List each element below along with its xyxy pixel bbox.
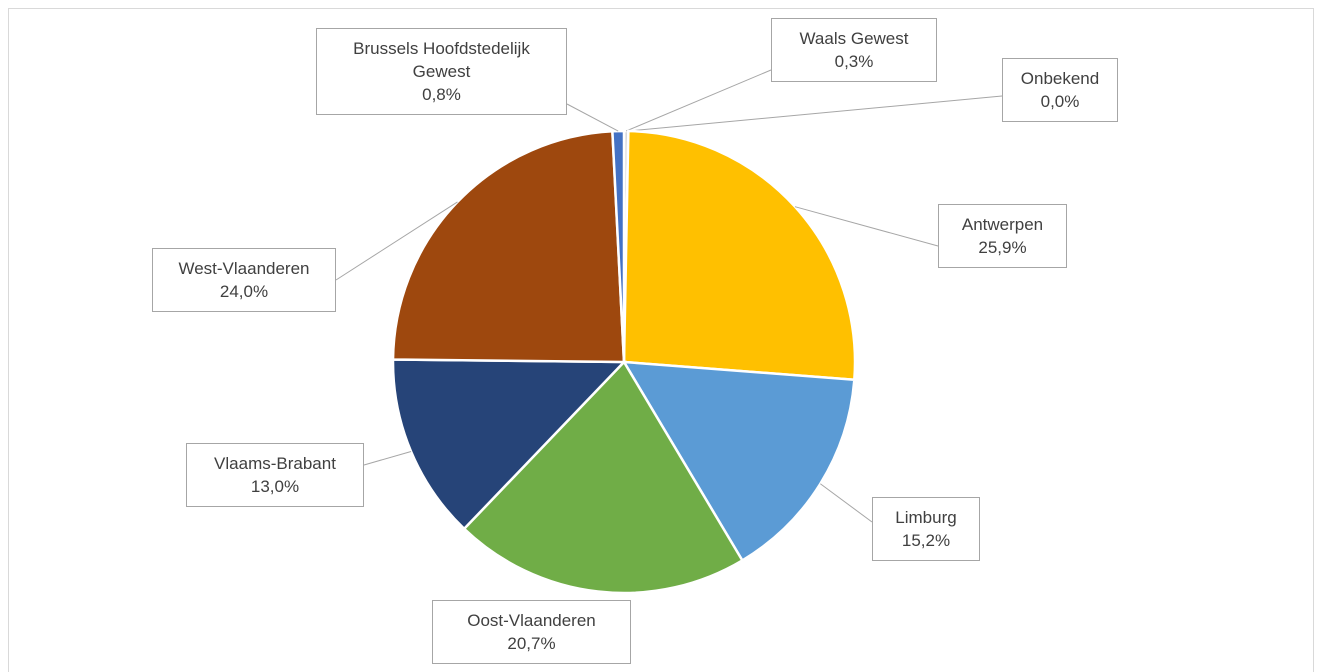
pie-slice — [621, 360, 856, 563]
pie-slice — [462, 359, 745, 595]
leader-line — [820, 483, 873, 523]
data-label: Onbekend 0,0% — [1002, 58, 1118, 122]
pie-slice — [391, 129, 626, 364]
data-label: Antwerpen 25,9% — [938, 204, 1067, 268]
pie-slice — [622, 129, 857, 382]
label-name: Vlaams-Brabant — [214, 454, 336, 473]
label-value: 0,8% — [422, 85, 461, 104]
chart-area — [8, 8, 1314, 672]
label-name: Antwerpen — [961, 215, 1044, 234]
label-name: Waals Gewest — [799, 29, 909, 48]
label-name: Onbekend — [1020, 69, 1100, 88]
leader-line — [363, 451, 412, 466]
leader-line — [794, 206, 939, 247]
data-label: Limburg 15,2% — [872, 497, 980, 561]
label-value: 0,3% — [834, 52, 874, 71]
data-label: West-Vlaanderen 24,0% — [152, 248, 336, 312]
label-value: 15,2% — [901, 531, 951, 550]
leader-line — [566, 103, 619, 132]
data-label: Waals Gewest 0,3% — [771, 18, 937, 82]
label-value: 25,9% — [978, 238, 1027, 257]
leader-line — [625, 69, 772, 132]
label-value: 13,0% — [250, 477, 300, 496]
data-label: Vlaams-Brabant 13,0% — [186, 443, 364, 507]
label-value: 0,0% — [1040, 92, 1080, 111]
leader-line — [628, 95, 1003, 132]
leader-line — [335, 201, 458, 281]
label-name: West-Vlaanderen — [178, 259, 310, 278]
label-value: 24,0% — [219, 282, 269, 301]
pie-slice — [391, 358, 627, 531]
label-name: Limburg — [895, 508, 957, 527]
label-name: Oost-Vlaanderen — [467, 611, 596, 630]
data-label: Oost-Vlaanderen 20,7% — [432, 600, 631, 664]
label-value: 20,7% — [507, 634, 556, 653]
label-name: Brussels Hoofdstedelijk Gewest — [353, 39, 530, 81]
data-label: Brussels Hoofdstedelijk Gewest 0,8% — [316, 28, 567, 115]
